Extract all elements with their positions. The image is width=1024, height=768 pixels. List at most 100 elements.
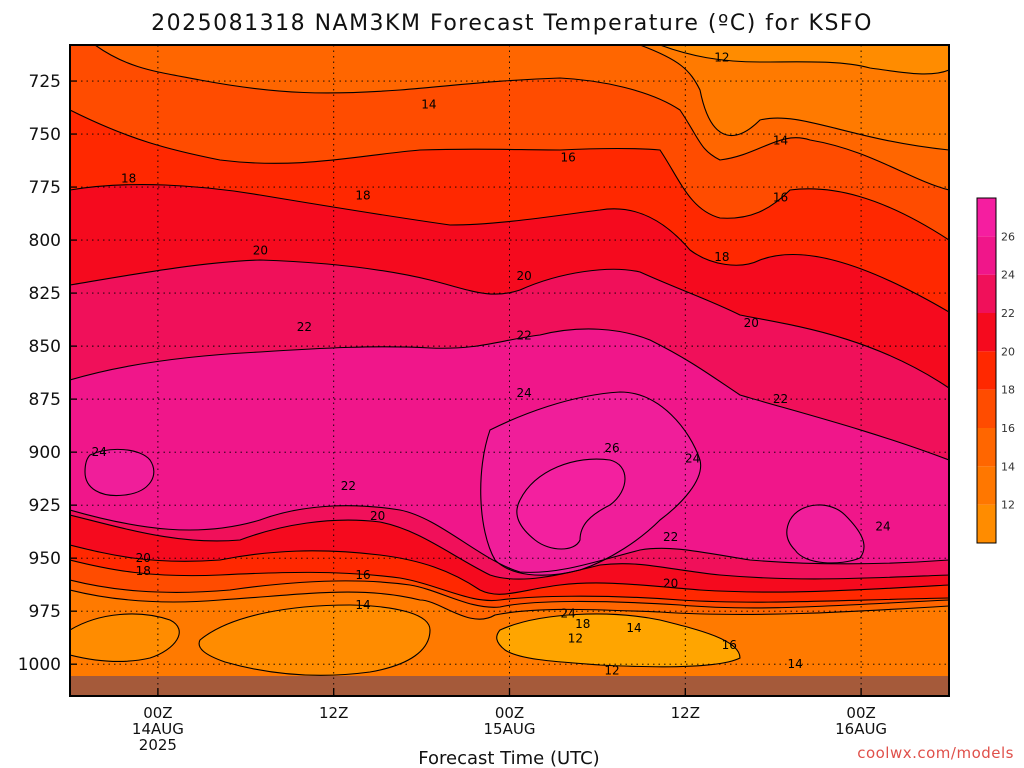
- x-tick-label: 12Z: [671, 704, 700, 722]
- y-tick-label: 925: [29, 496, 61, 516]
- x-tick-label: 15AUG: [484, 720, 536, 738]
- contour-line: [659, 45, 949, 75]
- band-cool-lower-2: [70, 614, 180, 662]
- contour-label: 18: [121, 172, 136, 186]
- colorbar-label: 12: [1001, 499, 1015, 512]
- contour-label: 18: [136, 564, 151, 578]
- x-tick-label: 00Z: [846, 704, 875, 722]
- contour-label: 20: [744, 316, 759, 330]
- contour-line: [70, 328, 949, 461]
- contour-label: 24: [92, 445, 107, 459]
- colorbar-swatch: [977, 351, 996, 390]
- contour-line: [70, 589, 949, 620]
- x-axis-title: Forecast Time (UTC): [418, 748, 599, 768]
- contour-label: 16: [355, 568, 370, 582]
- temperature-bands: [70, 45, 949, 676]
- ground: [70, 676, 949, 696]
- colorbar-label: 22: [1001, 307, 1015, 320]
- contour-label: 24: [517, 386, 532, 400]
- contour-label: 22: [517, 329, 532, 343]
- band-26-c: [786, 504, 865, 563]
- contour-line: [786, 504, 865, 564]
- colorbar-label: 20: [1001, 345, 1015, 358]
- chart-title: 2025081318 NAM3KM Forecast Temperature (…: [151, 11, 873, 36]
- contour-label: 14: [788, 657, 803, 671]
- y-tick-label: 950: [29, 549, 61, 569]
- contour-line: [70, 109, 949, 241]
- contour-label: 12: [568, 632, 583, 646]
- contour-label: 22: [773, 392, 788, 406]
- y-tick-label: 725: [29, 72, 61, 92]
- contour-label: 14: [355, 598, 370, 612]
- colorbar-label: 24: [1001, 269, 1015, 282]
- contour-line: [496, 613, 741, 668]
- contour-lines: [70, 45, 949, 676]
- contour-label: 20: [663, 577, 678, 591]
- colorbar-swatch: [977, 313, 996, 352]
- contour-line: [516, 458, 626, 550]
- y-tick-label: 750: [29, 125, 61, 145]
- band-28: [516, 459, 625, 549]
- contour-line: [480, 391, 702, 576]
- colorbar-frame: [976, 197, 997, 544]
- credit-label: coolwx.com/models: [857, 744, 1014, 762]
- contour-label: 20: [253, 244, 268, 258]
- colorbar-swatch: [977, 389, 996, 428]
- contour-label: 22: [341, 479, 356, 493]
- contour-line: [70, 613, 180, 662]
- band-cool-lower: [199, 605, 430, 676]
- contour-label: 16: [722, 638, 737, 652]
- contour-label: 14: [773, 133, 788, 147]
- contour-labels: 1214141616181818202020222222242424242426…: [92, 51, 891, 678]
- contour-label: 20: [517, 269, 532, 283]
- x-tick-label: 2025: [139, 736, 177, 754]
- x-tick-label: 14AUG: [132, 720, 184, 738]
- y-tick-label: 900: [29, 443, 61, 463]
- grid: [70, 45, 949, 696]
- band-cool-top: [660, 45, 949, 74]
- colorbar: 12 14 16 18 20 22 24 26: [976, 197, 1015, 544]
- contour-label: 24: [560, 606, 575, 620]
- y-tick-label: 800: [29, 231, 61, 251]
- x-tick-label: 00Z: [143, 704, 172, 722]
- contour-label: 14: [626, 621, 641, 635]
- contour-line: [70, 505, 949, 573]
- contour-line: [70, 559, 949, 603]
- y-tick-label: 775: [29, 178, 61, 198]
- contour-line: [70, 184, 949, 313]
- colorbar-label: 18: [1001, 384, 1015, 397]
- contour-label: 14: [421, 97, 436, 111]
- y-tick-label: 850: [29, 337, 61, 357]
- contour-line: [84, 448, 155, 497]
- x-tick-label: 12Z: [319, 704, 348, 722]
- contour-label: 24: [685, 452, 700, 466]
- contour-line: [70, 259, 949, 389]
- colorbar-swatch: [977, 466, 996, 505]
- band-26-b: [85, 449, 154, 496]
- x-tick-label: 00Z: [495, 704, 524, 722]
- colorbar-swatch: [977, 504, 996, 543]
- contour-line: [70, 579, 949, 609]
- x-tick-label: 16AUG: [835, 720, 887, 738]
- contour-label: 24: [875, 519, 890, 533]
- colorbar-swatch: [977, 274, 996, 313]
- colorbar-label: 14: [1001, 460, 1015, 473]
- contour-line: [198, 604, 431, 676]
- colorbar-label: 26: [1001, 230, 1015, 243]
- contour-label: 20: [136, 551, 151, 565]
- contour-label: 16: [773, 191, 788, 205]
- contour-label: 18: [714, 250, 729, 264]
- contour-label: 26: [604, 441, 619, 455]
- plot-area: [70, 45, 949, 696]
- colorbar-swatch: [977, 236, 996, 275]
- contour-label: 16: [560, 150, 575, 164]
- colorbar-label: 16: [1001, 422, 1015, 435]
- contour-line: [70, 514, 949, 580]
- colorbar-swatch: [977, 198, 996, 237]
- y-tick-label: 975: [29, 602, 61, 622]
- contour-label: 12: [714, 51, 729, 65]
- contour-line: [94, 45, 949, 191]
- colorbar-swatch: [977, 428, 996, 467]
